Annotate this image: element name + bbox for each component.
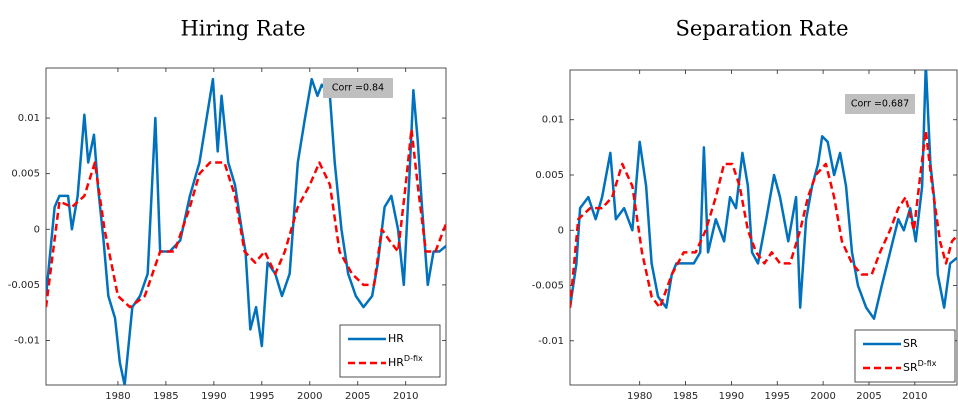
y-tick-label: 0.005	[11, 169, 40, 180]
y-tick-label: 0	[34, 224, 40, 235]
x-tick-label: 1980	[627, 391, 652, 402]
plot-lines	[46, 77, 446, 385]
legend-label: SR	[903, 337, 918, 350]
legend-label: HR	[388, 332, 404, 345]
x-tick-label: 1995	[765, 391, 790, 402]
legend-name: HR	[388, 332, 404, 345]
data-line	[570, 70, 957, 320]
x-tick-label: 1990	[201, 391, 226, 402]
x-tick-label: 2005	[856, 391, 881, 402]
data-line	[46, 77, 446, 385]
x-tick-label: 2010	[393, 391, 418, 402]
plot-lines	[570, 70, 957, 320]
x-tick-label: 2000	[297, 391, 322, 402]
legend-name: HR	[388, 356, 404, 369]
legend-box	[339, 324, 441, 378]
y-tick-label: -0.01	[14, 336, 40, 347]
y-tick-label: -0.005	[8, 280, 40, 291]
y-tick-label: 0	[558, 225, 564, 236]
legend-label: HRD-fix	[388, 354, 423, 370]
chart-title: Hiring Rate	[180, 17, 305, 41]
legend-name: SR	[903, 361, 918, 374]
annotation: Corr =0.687	[851, 99, 909, 110]
legend-label: SRD-fix	[903, 359, 937, 375]
annotation-box	[845, 94, 915, 114]
legend-name: SR	[903, 337, 918, 350]
annotation: Corr =0.84	[332, 83, 384, 94]
y-tick-label: 0.005	[535, 170, 564, 181]
legend-box	[854, 329, 956, 383]
y-tick-label: -0.01	[538, 336, 564, 347]
x-tick-label: 1980	[105, 391, 130, 402]
x-tick-label: 2005	[345, 391, 370, 402]
data-line	[46, 127, 446, 309]
x-tick-label: 1985	[673, 391, 698, 402]
x-tick-label: 1990	[719, 391, 744, 402]
y-tick-label: 0.01	[542, 115, 564, 126]
annotation-box	[323, 78, 393, 98]
y-tick-label: -0.005	[532, 281, 564, 292]
x-tick-label: 2010	[902, 391, 927, 402]
legend-superscript: D-fix	[404, 354, 423, 363]
x-tick-label: 2000	[810, 391, 835, 402]
y-tick-label: 0.01	[18, 113, 40, 124]
chart-title: Separation Rate	[675, 17, 848, 41]
x-tick-label: 1985	[153, 391, 178, 402]
legend-superscript: D-fix	[918, 359, 937, 368]
x-tick-label: 1995	[249, 391, 274, 402]
